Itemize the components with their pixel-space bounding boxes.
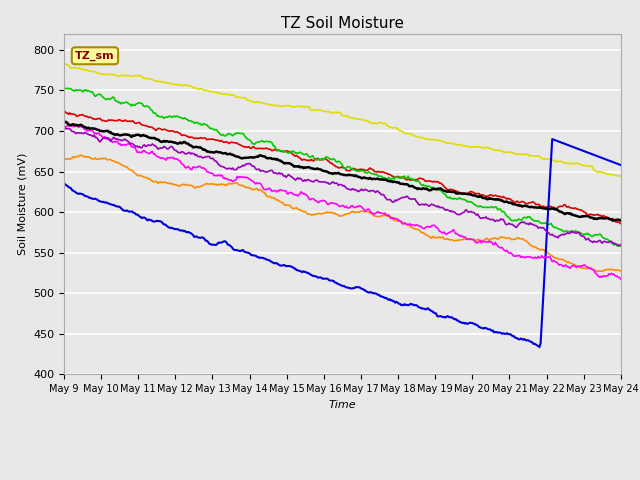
Theta_3	[295, 103, 303, 109]
Theta_4	[567, 228, 575, 234]
Theta_2	[296, 207, 304, 213]
Theta_4	[617, 243, 625, 249]
Theta_7	[617, 241, 625, 247]
Theta_6	[67, 121, 75, 127]
Theta_avg	[234, 154, 241, 159]
Theta_1	[234, 141, 242, 147]
Theta_1	[373, 169, 381, 175]
Line: Theta_4: Theta_4	[64, 88, 621, 246]
Theta_7	[372, 190, 380, 195]
Theta_4	[60, 86, 68, 92]
Theta_4	[399, 174, 407, 180]
Line: Theta_6: Theta_6	[64, 124, 621, 279]
Theta_1	[296, 155, 304, 161]
Theta_2	[60, 156, 68, 162]
Theta_avg	[399, 181, 406, 187]
Theta_4	[296, 149, 304, 155]
Theta_2	[234, 181, 242, 187]
Theta_7	[469, 209, 477, 215]
Theta_3	[617, 173, 625, 179]
Theta_1	[617, 221, 625, 227]
Theta_4	[373, 171, 381, 177]
Theta_1	[60, 109, 68, 115]
Theta_4	[234, 131, 242, 136]
Theta_avg	[566, 211, 573, 217]
Theta_avg	[60, 119, 68, 124]
Y-axis label: Soil Moisture (mV): Soil Moisture (mV)	[17, 153, 28, 255]
Theta_3	[566, 160, 573, 166]
Theta_2	[470, 238, 478, 243]
Theta_6	[567, 264, 575, 270]
Text: TZ_sm: TZ_sm	[75, 51, 115, 61]
Theta_4	[470, 202, 478, 207]
Theta_1	[61, 109, 69, 115]
Line: Theta_2: Theta_2	[64, 155, 621, 272]
Theta_5	[469, 321, 477, 326]
Theta_5	[617, 162, 625, 168]
Theta_2	[567, 261, 575, 266]
Theta_1	[567, 205, 575, 211]
Theta_3	[469, 144, 477, 150]
Theta_avg	[372, 176, 380, 182]
Line: Theta_avg: Theta_avg	[64, 121, 621, 221]
Theta_2	[399, 220, 407, 226]
Theta_5	[295, 268, 303, 274]
Theta_avg	[469, 192, 477, 198]
Theta_7	[234, 166, 241, 172]
Theta_6	[234, 175, 242, 180]
Theta_7	[295, 176, 303, 182]
Theta_5	[548, 136, 556, 142]
Theta_7	[566, 230, 573, 236]
X-axis label: Time: Time	[328, 400, 356, 409]
Theta_6	[399, 221, 407, 227]
Theta_5	[60, 181, 68, 187]
Theta_6	[617, 276, 625, 282]
Line: Theta_5: Theta_5	[64, 139, 621, 347]
Theta_6	[470, 237, 478, 243]
Theta_4	[63, 85, 71, 91]
Theta_avg	[617, 217, 625, 223]
Theta_5	[372, 290, 380, 296]
Theta_5	[536, 344, 543, 350]
Theta_6	[296, 191, 304, 196]
Theta_2	[77, 152, 85, 158]
Theta_3	[614, 173, 622, 179]
Theta_5	[234, 247, 241, 253]
Theta_3	[399, 129, 406, 134]
Theta_2	[617, 268, 625, 274]
Theta_5	[399, 302, 406, 308]
Theta_5	[568, 144, 576, 149]
Line: Theta_3: Theta_3	[64, 64, 621, 176]
Theta_6	[373, 210, 381, 216]
Theta_avg	[295, 163, 303, 169]
Theta_3	[234, 95, 241, 100]
Title: TZ Soil Moisture: TZ Soil Moisture	[281, 16, 404, 31]
Line: Theta_7: Theta_7	[64, 128, 621, 246]
Legend: Theta_1, Theta_2, Theta_3, Theta_4, Theta_5, Theta_6, Theta_7, Theta_avg: Theta_1, Theta_2, Theta_3, Theta_4, Thet…	[70, 476, 534, 480]
Theta_3	[372, 120, 380, 126]
Theta_2	[594, 269, 602, 275]
Theta_7	[60, 125, 68, 131]
Line: Theta_1: Theta_1	[64, 112, 621, 224]
Theta_7	[399, 194, 406, 200]
Theta_avg	[609, 218, 616, 224]
Theta_1	[399, 175, 407, 180]
Theta_6	[60, 124, 68, 130]
Theta_3	[60, 61, 68, 67]
Theta_7	[614, 243, 622, 249]
Theta_2	[373, 214, 381, 219]
Theta_1	[470, 190, 478, 196]
